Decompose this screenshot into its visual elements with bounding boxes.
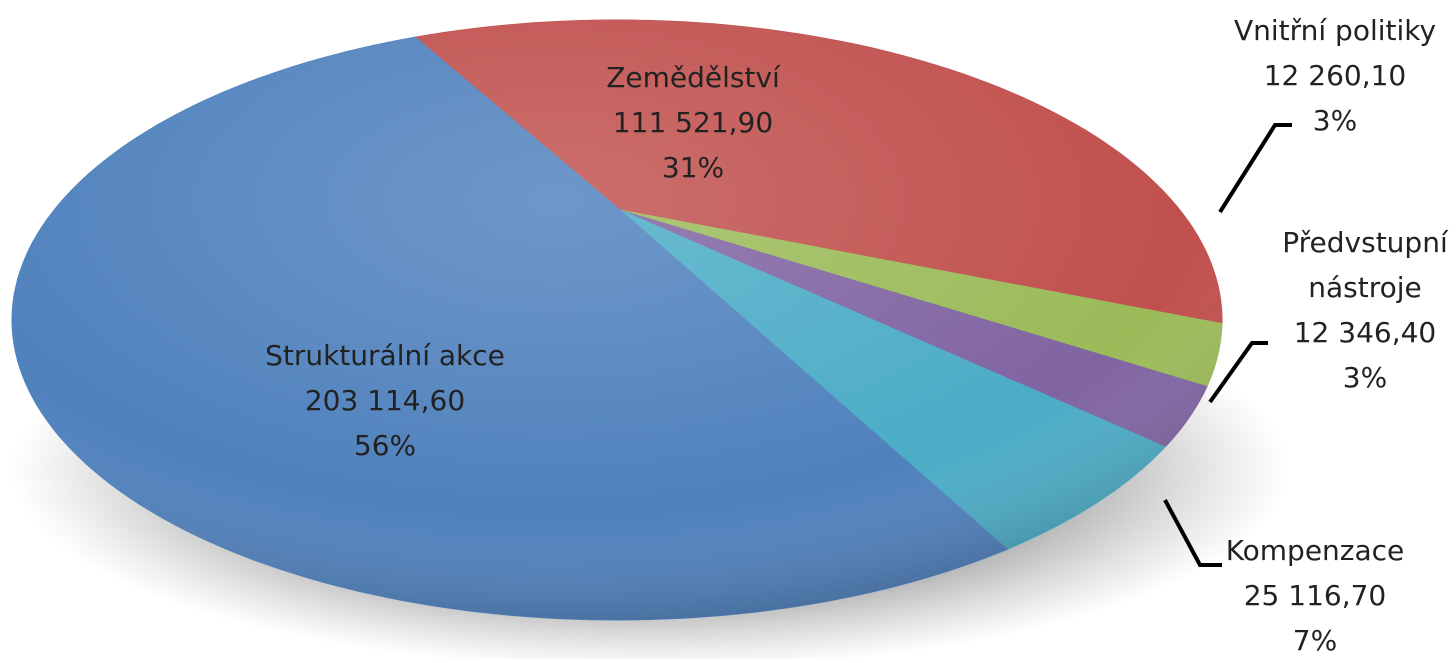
slice-label: Předvstupní nástroje 12 346,40 3% [1270, 220, 1456, 400]
category-label: Zemědělství [606, 61, 780, 94]
percent-label: 3% [1342, 361, 1388, 394]
category-label: Předvstupní nástroje [1282, 226, 1448, 304]
percent-label: 56% [353, 429, 417, 462]
percent-label: 3% [1312, 104, 1358, 137]
value-label: 111 521,90 [612, 106, 774, 139]
leader-line [1208, 341, 1268, 404]
slice-label: Strukturální akce 203 114,60 56% [185, 333, 585, 468]
leader-line [1218, 123, 1292, 214]
percent-label: 31% [661, 151, 725, 184]
category-label: Vnitřní politiky [1233, 14, 1437, 47]
value-label: 203 114,60 [304, 384, 466, 417]
category-label: Strukturální akce [265, 339, 505, 372]
value-label: 12 346,40 [1293, 316, 1437, 349]
category-label: Kompenzace [1225, 534, 1405, 567]
slice-label: Kompenzace 25 116,70 7% [1195, 528, 1435, 663]
value-label: 12 260,10 [1263, 59, 1407, 92]
slice-label: Zemědělství 111 521,90 31% [543, 55, 843, 190]
leader-line [1163, 499, 1222, 567]
percent-label: 7% [1292, 624, 1338, 657]
value-label: 25 116,70 [1243, 579, 1387, 612]
slice-label: Vnitřní politiky 12 260,10 3% [1215, 8, 1455, 143]
